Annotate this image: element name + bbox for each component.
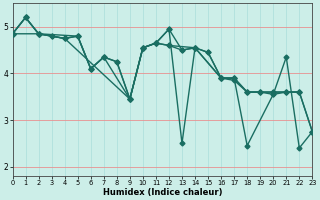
X-axis label: Humidex (Indice chaleur): Humidex (Indice chaleur) [103,188,222,197]
